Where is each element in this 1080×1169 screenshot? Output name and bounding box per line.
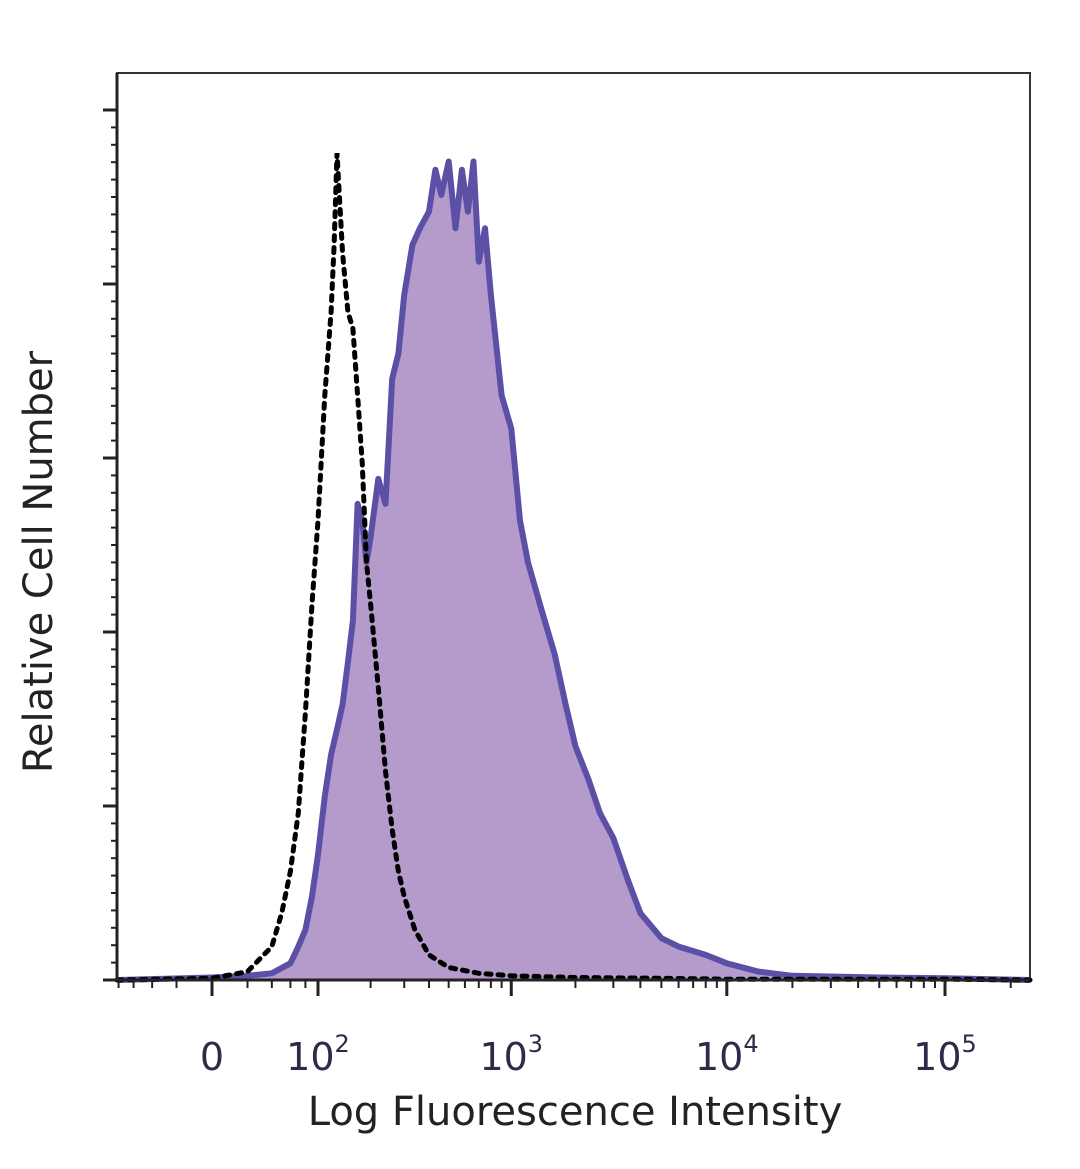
x-tick-label: 103 (479, 1030, 543, 1079)
series-layer (114, 152, 1033, 983)
x-tick-label: 105 (913, 1030, 977, 1079)
x-tick-label: 104 (695, 1030, 759, 1079)
tick-layer: 0 102 103 104 105 (103, 108, 1012, 1079)
x-axis-label: Log Fluorescence Intensity (308, 1089, 843, 1135)
stained-histogram-line (116, 158, 1031, 983)
x-tick-label: 0 (200, 1035, 224, 1079)
x-tick-label: 102 (286, 1030, 350, 1079)
axis-layer (115, 73, 1030, 982)
stained-histogram-fill (117, 161, 1030, 980)
y-axis-label: Relative Cell Number (16, 350, 62, 773)
control-histogram-line (114, 152, 1033, 983)
